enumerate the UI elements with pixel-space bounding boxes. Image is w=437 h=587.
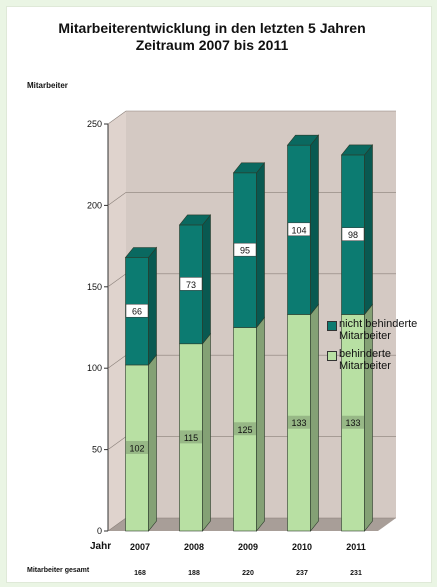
legend-label-nicht-behinderte: nicht behinderte Mitarbeiter	[339, 318, 418, 342]
bar-side	[256, 161, 265, 329]
y-tick-label: 50	[92, 445, 102, 455]
data-label: 98	[348, 230, 358, 240]
y-tick-label: 250	[87, 119, 102, 129]
x-tick-label: 2007	[130, 542, 150, 552]
bar-top	[286, 134, 320, 146]
bar-side	[310, 303, 319, 532]
gridline-side	[107, 436, 127, 450]
data-label: 95	[240, 246, 250, 256]
totals-label: Mitarbeiter gesamt	[27, 567, 90, 574]
bar-side	[148, 246, 157, 366]
legend-swatch-behinderte	[327, 351, 337, 361]
bar-top	[178, 214, 212, 226]
data-label: 104	[291, 225, 306, 235]
data-label-box	[287, 222, 311, 237]
data-label: 102	[129, 443, 144, 453]
bar-side	[364, 144, 373, 316]
y-axis-label: Mitarbeiter	[27, 81, 68, 90]
data-label-box	[341, 227, 365, 241]
x-tick-label: 2011	[346, 542, 366, 552]
total-value: 231	[350, 570, 362, 577]
chart-title-block: Mitarbeiterentwicklung in den letzten 5 …	[0, 20, 424, 54]
data-label: 66	[132, 307, 142, 317]
bar-top	[232, 162, 266, 174]
total-value: 237	[296, 570, 308, 577]
data-label-box	[126, 440, 148, 454]
x-tick-label: 2008	[184, 542, 204, 552]
bar-side	[256, 316, 265, 532]
x-tick-label: 2009	[238, 542, 258, 552]
total-value: 188	[188, 570, 200, 577]
data-label: 125	[237, 425, 252, 435]
data-label-box	[125, 303, 149, 318]
chart-legend: nicht behinderte Mitarbeiter behinderte …	[327, 318, 435, 378]
x-axis-label: Jahr	[90, 541, 111, 552]
data-label-box	[179, 277, 203, 291]
gridline-side	[107, 273, 127, 288]
y-tick-label: 100	[87, 363, 102, 373]
total-value: 220	[242, 570, 254, 577]
gridline-side	[107, 110, 127, 125]
total-value: 168	[134, 570, 146, 577]
y-tick-label: 200	[87, 200, 102, 210]
y-tick-label: 150	[87, 282, 102, 292]
x-tick-label: 2010	[292, 542, 312, 552]
chart-title: Mitarbeiterentwicklung in den letzten 5 …	[58, 20, 366, 36]
gridline-side	[107, 192, 127, 206]
data-label-box	[288, 415, 310, 429]
legend-item-nicht-behinderte: nicht behinderte Mitarbeiter	[327, 318, 435, 342]
y-tick-label: 0	[97, 526, 102, 536]
bar-side	[148, 354, 157, 532]
bar-side	[202, 214, 211, 345]
data-label: 115	[184, 433, 198, 443]
bar-side	[310, 134, 319, 316]
gridline-side	[107, 517, 127, 532]
bar-top	[124, 247, 158, 258]
bar-top	[340, 144, 374, 156]
data-label-box	[233, 242, 257, 257]
data-label: 73	[186, 280, 196, 290]
bar-side	[202, 332, 211, 532]
data-label: 133	[345, 418, 360, 428]
legend-item-behinderte: behinderte Mitarbeiter	[327, 348, 435, 372]
chart-subtitle: Zeitraum 2007 bis 2011	[135, 37, 289, 53]
data-label-box	[342, 415, 364, 429]
legend-swatch-nicht-behinderte	[327, 321, 337, 331]
data-label-box	[234, 422, 256, 436]
legend-label-behinderte: behinderte Mitarbeiter	[339, 348, 391, 372]
data-label: 133	[291, 418, 306, 428]
plot-side-wall	[108, 111, 126, 531]
data-label-box	[180, 430, 202, 444]
gridline-side	[107, 354, 127, 369]
